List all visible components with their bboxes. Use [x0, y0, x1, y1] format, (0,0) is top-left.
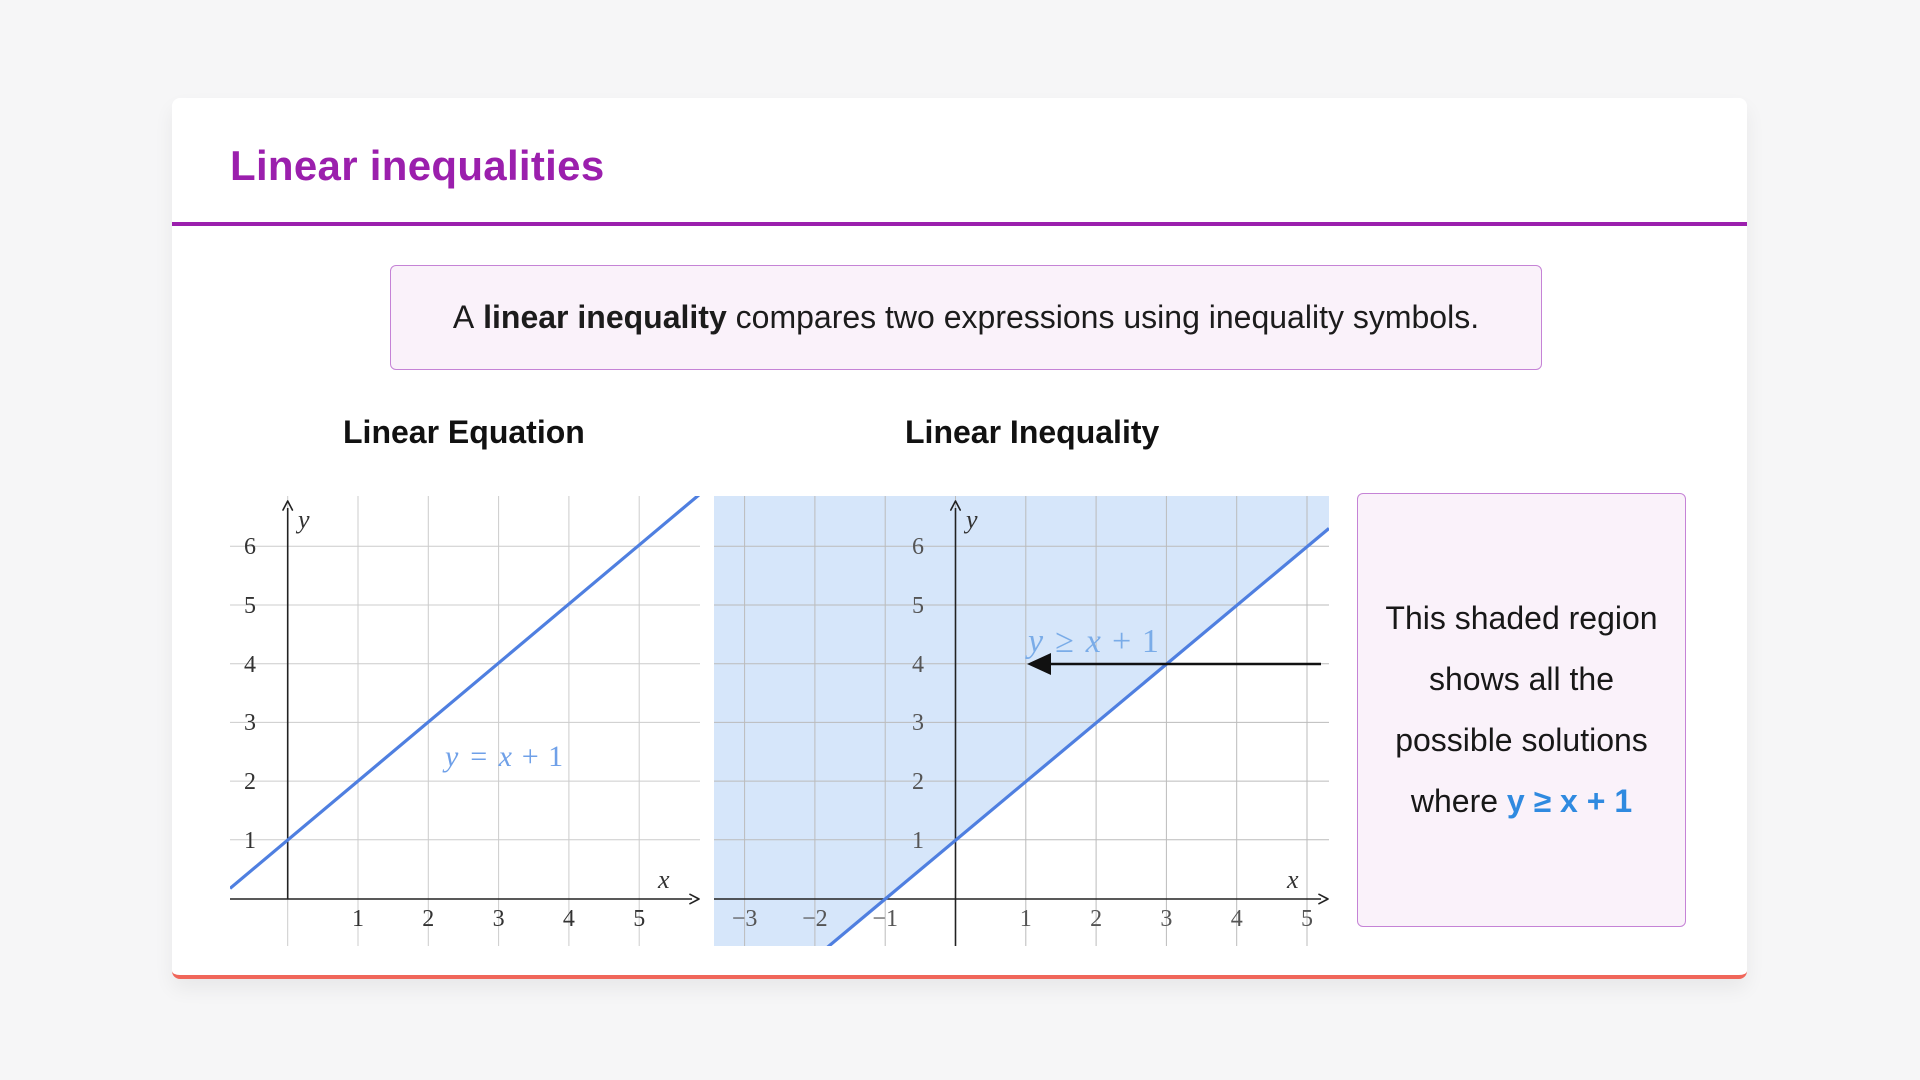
svg-text:y: y	[295, 505, 310, 534]
svg-text:2: 2	[912, 769, 924, 795]
svg-text:5: 5	[244, 593, 256, 619]
svg-text:2: 2	[422, 906, 434, 932]
svg-text:1: 1	[244, 828, 256, 854]
svg-text:1: 1	[912, 828, 924, 854]
svg-text:6: 6	[912, 534, 924, 560]
svg-text:5: 5	[633, 906, 645, 932]
svg-text:4: 4	[563, 906, 575, 932]
svg-text:3: 3	[912, 710, 924, 736]
svg-text:−1: −1	[872, 906, 898, 932]
svg-text:3: 3	[244, 710, 256, 736]
svg-text:6: 6	[244, 534, 256, 560]
svg-text:4: 4	[912, 652, 924, 678]
svg-text:x: x	[1286, 865, 1299, 894]
svg-text:−3: −3	[732, 906, 758, 932]
svg-text:4: 4	[1231, 906, 1243, 932]
svg-text:y=x+1: y = x +1	[442, 740, 563, 773]
svg-text:5: 5	[1301, 906, 1313, 932]
svg-text:y: y	[963, 505, 978, 534]
svg-text:3: 3	[493, 906, 505, 932]
svg-text:1: 1	[1020, 906, 1032, 932]
svg-text:2: 2	[1090, 906, 1102, 932]
svg-text:5: 5	[912, 593, 924, 619]
svg-text:x: x	[657, 865, 670, 894]
svg-text:3: 3	[1160, 906, 1172, 932]
svg-text:4: 4	[244, 652, 256, 678]
svg-text:−2: −2	[802, 906, 828, 932]
svg-text:2: 2	[244, 769, 256, 795]
svg-text:1: 1	[352, 906, 364, 932]
